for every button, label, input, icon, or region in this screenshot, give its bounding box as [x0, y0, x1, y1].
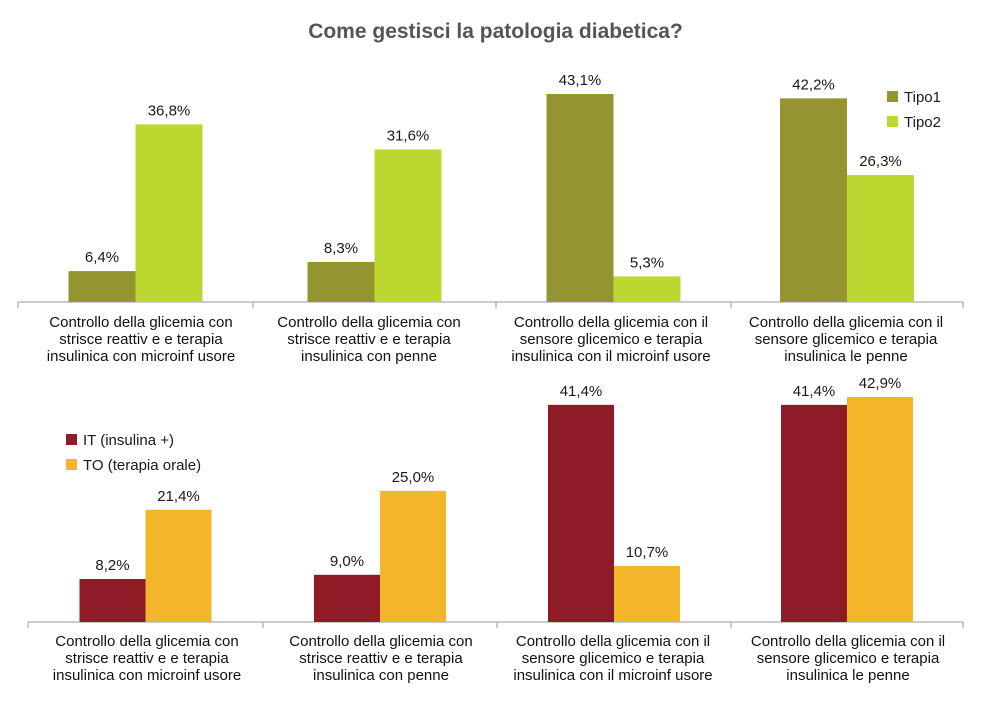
legend-swatch	[887, 91, 898, 102]
bar-top-s0-c0	[68, 271, 136, 302]
category-label: Controllo della glicemia con il sensore …	[511, 314, 711, 365]
data-label: 9,0%	[330, 553, 364, 570]
bar-top-s1-c2	[613, 276, 681, 302]
data-label: 8,3%	[324, 240, 358, 257]
data-label: 26,3%	[859, 153, 902, 170]
legend-label: IT (insulina +)	[83, 432, 174, 449]
legend-label: TO (terapia orale)	[83, 457, 201, 474]
data-label: 36,8%	[148, 102, 191, 119]
data-label: 6,4%	[85, 249, 119, 266]
legend-label: Tipo2	[904, 114, 941, 131]
data-label: 25,0%	[392, 469, 435, 486]
bar-bottom-s0-c2	[548, 404, 614, 622]
category-label: Controllo della glicemia con strisce rea…	[277, 314, 461, 365]
bar-bottom-s1-c0	[145, 509, 212, 622]
bar-top-s0-c1	[307, 261, 375, 302]
category-label: Controllo della glicemia con strisce rea…	[289, 633, 473, 684]
data-label: 41,4%	[793, 383, 836, 400]
bar-bottom-s1-c3	[847, 397, 913, 622]
bar-top-s1-c3	[847, 175, 914, 302]
chart-title: Come gestisci la patologia diabetica?	[308, 20, 683, 43]
data-label: 8,2%	[95, 557, 129, 574]
category-label: Controllo della glicemia con il sensore …	[513, 633, 713, 684]
bar-top-s0-c3	[780, 98, 847, 302]
bar-bottom-s0-c0	[79, 578, 146, 622]
data-label: 43,1%	[559, 72, 602, 89]
bar-top-s1-c1	[374, 149, 442, 302]
category-label: Controllo della glicemia con strisce rea…	[52, 633, 242, 684]
data-label: 31,6%	[387, 127, 430, 144]
data-label: 21,4%	[157, 488, 200, 505]
data-label: 42,9%	[859, 375, 902, 392]
bar-bottom-s1-c1	[380, 490, 446, 622]
bar-top-s1-c0	[135, 124, 203, 302]
data-label: 5,3%	[630, 254, 664, 271]
category-label: Controllo della glicemia con strisce rea…	[46, 314, 236, 365]
data-label: 41,4%	[560, 383, 603, 400]
legend-swatch	[887, 116, 898, 127]
legend-swatch	[66, 459, 77, 470]
category-label: Controllo della glicemia con il sensore …	[748, 314, 944, 365]
bar-bottom-s1-c2	[614, 565, 680, 622]
data-label: 10,7%	[626, 544, 669, 561]
category-label: Controllo della glicemia con il sensore …	[750, 633, 946, 684]
legend-swatch	[66, 434, 77, 445]
bar-top-s0-c2	[546, 94, 614, 302]
bar-bottom-s0-c3	[781, 404, 847, 622]
bar-bottom-s0-c1	[314, 574, 380, 622]
legend-label: Tipo1	[904, 89, 941, 106]
data-label: 42,2%	[792, 76, 835, 93]
